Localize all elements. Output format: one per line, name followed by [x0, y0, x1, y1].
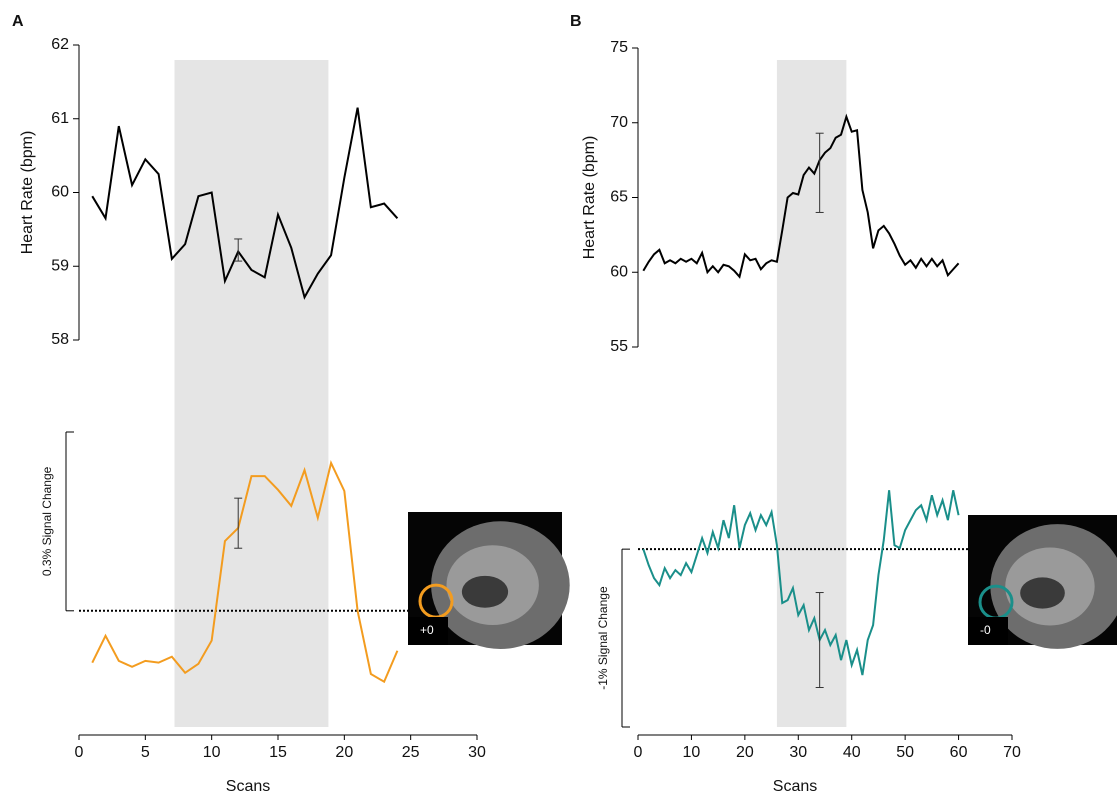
x-tick-label: 50 — [896, 744, 914, 761]
shaded-period — [776, 60, 847, 727]
y-tick-label: 55 — [610, 338, 628, 355]
x-tick-label: 10 — [203, 744, 221, 761]
data-line — [91, 107, 399, 300]
x-tick-label: 10 — [683, 744, 701, 761]
x-tick-label: 20 — [736, 744, 754, 761]
panel-label: A — [12, 13, 24, 30]
x-tick-label: 30 — [789, 744, 807, 761]
x-tick-label: 0 — [75, 744, 84, 761]
inset-label-box — [968, 617, 1008, 645]
x-tick-label: 30 — [468, 744, 486, 761]
scale-label: 0.3% Signal Change — [40, 466, 54, 576]
panel-label: B — [570, 13, 582, 30]
x-tick-label: 60 — [950, 744, 968, 761]
inset-label: -0 — [980, 623, 991, 637]
y-tick-label: 65 — [610, 189, 628, 206]
x-axis-label: Scans — [773, 778, 817, 795]
y-tick-label: 60 — [610, 263, 628, 280]
x-tick-label: 25 — [402, 744, 420, 761]
data-line — [642, 490, 960, 676]
inset-label: +0 — [420, 623, 434, 637]
y-tick-label: 60 — [51, 184, 69, 201]
shaded-period — [174, 60, 329, 727]
y-axis-label: Heart Rate (bpm) — [581, 136, 598, 260]
brain-core — [1020, 577, 1065, 609]
data-line — [91, 460, 399, 684]
scale-label: -1% Signal Change — [596, 586, 610, 690]
x-axis-label: Scans — [226, 778, 270, 795]
brain-core — [461, 575, 509, 608]
x-tick-label: 70 — [1003, 744, 1021, 761]
y-axis-label: Heart Rate (bpm) — [19, 131, 36, 255]
data-line — [642, 113, 960, 279]
x-tick-label: 40 — [843, 744, 861, 761]
inset-label-box — [408, 617, 448, 645]
x-tick-label: 15 — [269, 744, 287, 761]
y-tick-label: 58 — [51, 331, 69, 348]
x-tick-label: 0 — [634, 744, 643, 761]
y-tick-label: 59 — [51, 257, 69, 274]
x-tick-label: 20 — [335, 744, 353, 761]
y-tick-label: 62 — [51, 36, 69, 53]
x-tick-label: 5 — [141, 744, 150, 761]
y-tick-label: 75 — [610, 39, 628, 56]
y-tick-label: 61 — [51, 110, 69, 127]
y-tick-label: 70 — [610, 114, 628, 131]
